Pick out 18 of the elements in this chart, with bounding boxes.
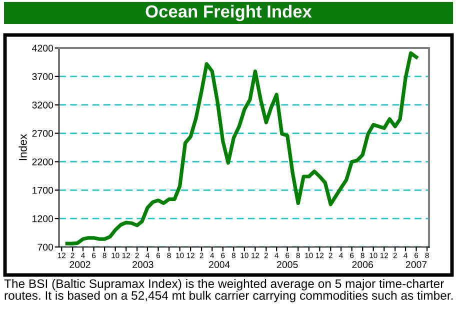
- x2-tick-label: 2006: [352, 261, 373, 268]
- y-tick-label: 2700: [32, 130, 54, 137]
- x2-tick-label: 2005: [277, 261, 298, 268]
- y-tick-label: 3200: [32, 102, 54, 108]
- x2-tick-label: 2004: [209, 261, 230, 268]
- y-axis-title: Index: [18, 134, 27, 160]
- chart-title: Ocean Freight Index: [146, 4, 312, 22]
- y-tick-label: 3700: [32, 73, 54, 80]
- y-tick-label: 1200: [32, 215, 54, 222]
- y-tick-label: 2200: [32, 158, 54, 166]
- x2-tick-label: 2007: [406, 261, 427, 268]
- y-tick-label: 4200: [32, 44, 54, 52]
- x2-tick-label: 2003: [132, 261, 154, 268]
- y-tick-label: 1700: [32, 186, 54, 194]
- text: The BSI (Baltic Supramax Index) is the weighted average on 5 major time-charter routes. It is based on a 52,454 mt bulk carrier carrying commodities such as timber.: [4, 279, 453, 302]
- y-tick-label: 700: [38, 244, 54, 251]
- line-series: [65, 51, 418, 246]
- x2-tick-label: 2002: [70, 261, 90, 268]
